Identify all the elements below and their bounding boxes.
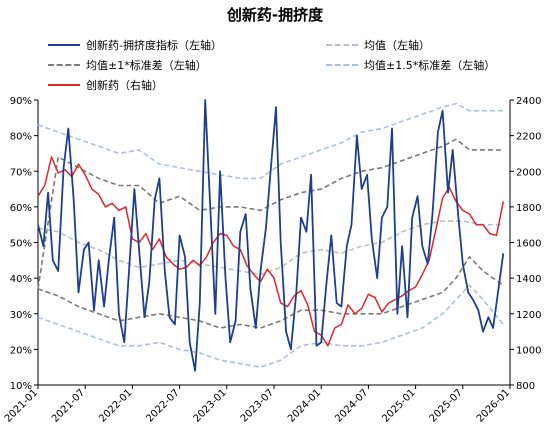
y-right-tick-label: 2000 xyxy=(516,167,541,178)
x-tick-label: 2025-01 xyxy=(380,387,417,424)
axes-layer xyxy=(34,99,514,389)
y-right-tick-label: 2200 xyxy=(516,132,541,143)
y-right-tick-label: 1000 xyxy=(516,345,541,356)
series-layer xyxy=(37,99,505,372)
y-left-tick-label: 80% xyxy=(10,132,32,143)
series-line-price xyxy=(37,156,505,347)
legend-label-price: 创新药（右轴） xyxy=(86,79,163,92)
y-left-tick-label: 20% xyxy=(10,345,32,356)
legend-swatch-mean xyxy=(326,44,358,46)
legend-label-mean: 均值（左轴） xyxy=(364,39,430,52)
legend-item-crowding: 创新药-拥挤度指标（左轴） xyxy=(48,37,222,53)
legend: 创新药-拥挤度指标（左轴） 均值（左轴） 均值±1*标准差（左轴） 均值±1.5… xyxy=(0,0,550,96)
y-left-tick-label: 60% xyxy=(10,203,32,214)
y-left-tick-label: 10% xyxy=(10,381,32,392)
y-left-tick-label: 50% xyxy=(10,239,32,250)
legend-label-1sd: 均值±1*标准差（左轴） xyxy=(86,59,207,72)
y-right-tick-label: 1800 xyxy=(516,203,541,214)
legend-item-1sd: 均值±1*标准差（左轴） xyxy=(48,57,207,73)
x-tick-label: 2026-01 xyxy=(475,387,512,424)
legend-item-price: 创新药（右轴） xyxy=(48,77,163,93)
x-tick-label: 2025-07 xyxy=(428,387,465,424)
x-tick-label: 2021-07 xyxy=(50,387,87,424)
legend-swatch-crowding xyxy=(48,44,80,46)
x-tick-label: 2024-07 xyxy=(333,387,370,424)
legend-item-mean: 均值（左轴） xyxy=(326,37,430,53)
y-left-tick-label: 90% xyxy=(10,96,32,107)
y-right-tick-label: 1200 xyxy=(516,310,541,321)
x-tick-label: 2024-01 xyxy=(286,387,323,424)
x-tick-label: 2021-01 xyxy=(3,387,40,424)
series-line-15sd xyxy=(37,102,504,180)
legend-label-15sd: 均值±1.5*标准差（左轴） xyxy=(364,59,496,72)
chart-title: 创新药-拥挤度 xyxy=(226,6,324,24)
y-right-tick-label: 1400 xyxy=(516,274,541,285)
y-left-tick-label: 40% xyxy=(10,274,32,285)
y-right-tick-label: 2400 xyxy=(516,96,541,107)
x-tick-label: 2023-01 xyxy=(192,387,229,424)
series-line-crowding xyxy=(37,99,505,372)
x-tick-label: 2022-01 xyxy=(97,387,134,424)
legend-item-15sd: 均值±1.5*标准差（左轴） xyxy=(326,57,495,73)
legend-label-crowding: 创新药-拥挤度指标（左轴） xyxy=(86,39,222,52)
x-tick-label: 2022-07 xyxy=(144,387,181,424)
legend-swatch-15sd xyxy=(326,64,358,66)
y-right-tick-label: 1600 xyxy=(516,239,541,250)
legend-swatch-1sd xyxy=(48,64,80,66)
y-right-tick-label: 800 xyxy=(516,381,535,392)
series-line-15sd-lower xyxy=(37,284,504,368)
legend-swatch-price xyxy=(48,84,80,86)
y-left-tick-label: 30% xyxy=(10,310,32,321)
y-left-tick-label: 70% xyxy=(10,167,32,178)
series-line-1sd xyxy=(37,138,504,289)
x-tick-label: 2023-07 xyxy=(239,387,276,424)
